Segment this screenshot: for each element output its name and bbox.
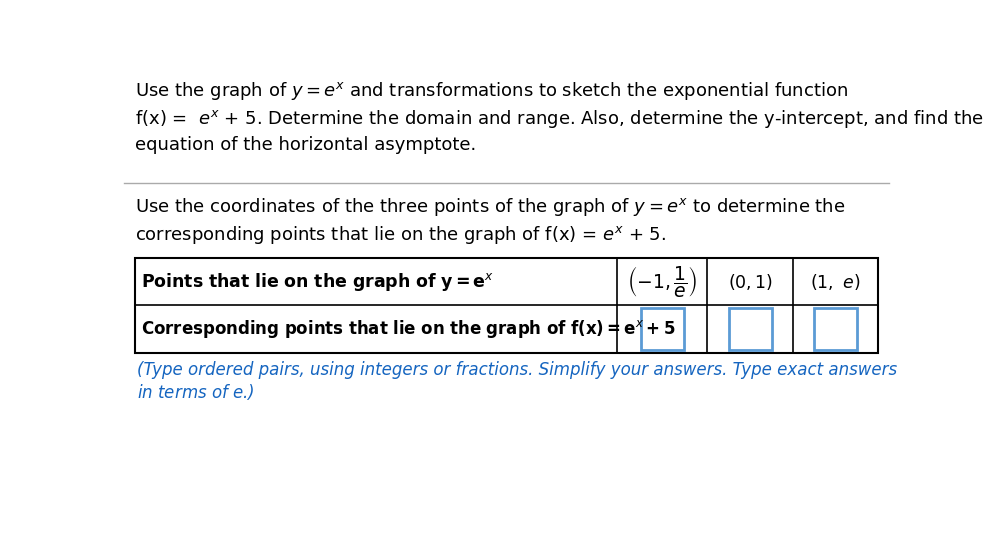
Text: (Type ordered pairs, using integers or fractions. Simplify your answers. Type ex: (Type ordered pairs, using integers or f… — [136, 361, 897, 402]
Text: corresponding points that lie on the graph of f(x) = $e^{x}$ + 5.: corresponding points that lie on the gra… — [135, 224, 666, 246]
Bar — [814, 309, 857, 350]
Bar — [729, 309, 772, 350]
Text: $\left(-1,\dfrac{1}{e}\right)$: $\left(-1,\dfrac{1}{e}\right)$ — [626, 264, 698, 299]
Text: Use the coordinates of the three points of the graph of $y = e^{x}$ to determine: Use the coordinates of the three points … — [135, 196, 846, 218]
Text: $(0,1)$: $(0,1)$ — [728, 272, 773, 292]
Text: $(1,\ e)$: $(1,\ e)$ — [810, 272, 861, 292]
Text: equation of the horizontal asymptote.: equation of the horizontal asymptote. — [135, 136, 476, 153]
Text: Use the graph of $y = e^{x}$ and transformations to sketch the exponential funct: Use the graph of $y = e^{x}$ and transfo… — [135, 80, 848, 102]
Text: $\mathbf{Corresponding\ points\ that\ lie\ on\ the\ graph\ of\ f(x) = e^{\mathit: $\mathbf{Corresponding\ points\ that\ li… — [141, 318, 676, 340]
Text: f(x) =  $e^{x}$ + 5. Determine the domain and range. Also, determine the y-inter: f(x) = $e^{x}$ + 5. Determine the domain… — [135, 108, 984, 130]
Text: $\mathbf{Points\ that\ lie\ on\ the\ graph\ of}\ \mathbf{y = e^{\mathit{x}}}$: $\mathbf{Points\ that\ lie\ on\ the\ gra… — [141, 271, 494, 293]
Bar — [641, 309, 684, 350]
